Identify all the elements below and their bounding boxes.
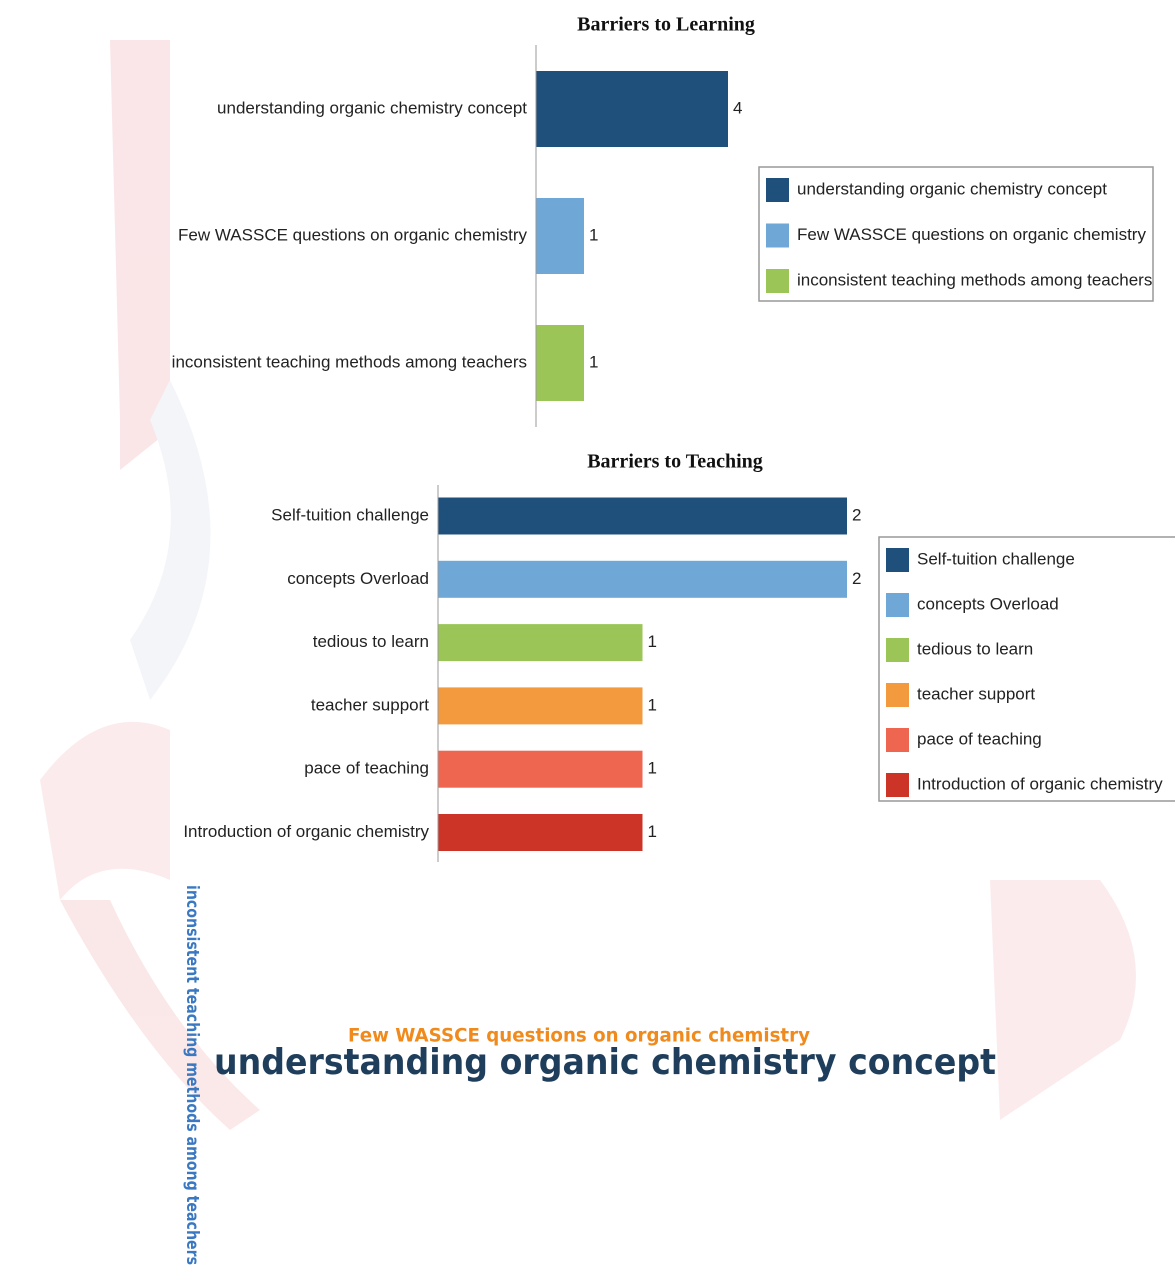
bar [536,71,728,147]
legend-swatch [886,728,909,752]
bar [536,198,584,274]
category-label: Introduction of organic chemistry [183,822,429,841]
category-label: concepts Overload [287,569,429,588]
legend-label: tedious to learn [917,639,1033,658]
legend-swatch [886,683,909,707]
bar [438,560,847,598]
legend-label: pace of teaching [917,729,1042,748]
category-label: teacher support [311,695,429,714]
chart-title: Barriers to Learning [577,14,755,36]
category-label: tedious to learn [313,632,429,651]
chart-title: Barriers to Teaching [587,451,763,473]
legend-swatch [886,638,909,662]
legend-label: teacher support [917,684,1035,703]
category-label: understanding organic chemistry concept [217,98,527,117]
category-label: Few WASSCE questions on organic chemistr… [178,225,527,244]
legend-label: Few WASSCE questions on organic chemistr… [797,225,1146,244]
value-label: 4 [733,98,742,117]
legend-label: concepts Overload [917,594,1059,613]
bar [438,750,643,788]
legend-swatch [766,223,789,248]
bar [438,814,643,851]
legend-swatch [766,178,789,202]
value-label: 1 [648,822,657,841]
legend-label: understanding organic chemistry concept [797,179,1107,198]
value-label: 2 [852,505,861,524]
value-label: 2 [852,569,861,588]
value-label: 1 [648,759,657,778]
watermark [40,40,1136,1130]
bar [438,497,847,535]
legend-label: inconsistent teaching methods among teac… [797,270,1152,289]
legend-swatch [886,548,909,572]
legend-swatch [886,773,909,797]
category-label: pace of teaching [304,759,429,778]
legend-label: Introduction of organic chemistry [917,774,1163,793]
bar-chart: Barriers to Learning understanding organi… [172,14,1154,427]
word: Few WASSCE questions on organic chemistr… [348,1025,811,1047]
legend-swatch [886,593,909,617]
bar [438,624,643,662]
legend-swatch [766,269,789,293]
value-label: 1 [648,695,657,714]
bar [536,325,584,401]
bar [438,687,643,725]
value-label: 1 [648,632,657,651]
category-label: Self-tuition challenge [271,505,429,524]
legend-label: Self-tuition challenge [917,549,1075,568]
bar-chart: Barriers to Teaching Self-tuition challen… [183,451,1175,862]
legend-box [878,536,1175,802]
word: understanding organic chemistry concept [214,1042,996,1083]
value-label: 1 [589,225,598,244]
category-label: inconsistent teaching methods among teac… [172,352,527,371]
value-label: 1 [589,352,598,371]
word: inconsistent teaching methods among teac… [182,885,202,1265]
legend-box [758,166,1154,302]
word-cloud: inconsistent teaching methods among teac… [182,885,996,1265]
